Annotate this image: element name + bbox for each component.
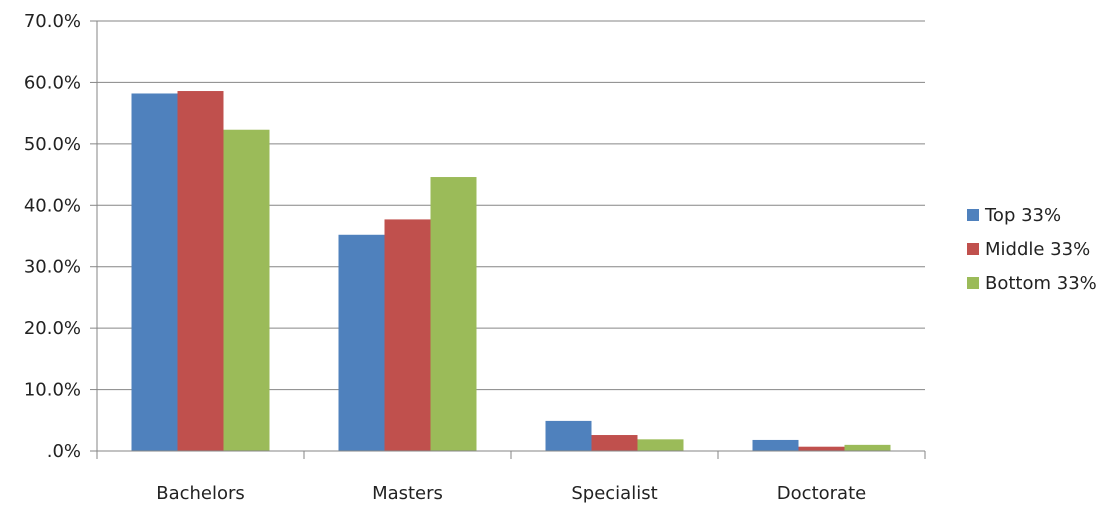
bar-bachelors-1 [131,93,178,451]
x-tick-labels: Bachelors Masters Specialist Doctorate [156,483,866,504]
bar-masters-2 [384,219,431,451]
legend-swatch [967,243,979,255]
legend: Top 33% Middle 33% Bottom 33% [967,205,1097,294]
legend-swatch [967,277,979,289]
legend-label: Middle 33% [985,239,1090,260]
bar-masters-3 [430,177,477,451]
legend-label: Top 33% [984,205,1061,226]
y-tick-label: 30.0% [24,257,81,278]
y-tick-label: 70.0% [24,11,81,32]
y-tick-label: 50.0% [24,134,81,155]
legend-swatch [967,209,979,221]
bar-specialist-3 [637,439,684,451]
bar-doctorate-1 [752,439,799,451]
x-tick-label: Specialist [571,483,657,504]
y-tick-labels: .0% 10.0% 20.0% 30.0% 40.0% 50.0% 60.0% 70.0% [24,11,81,462]
y-tick-label: 20.0% [24,318,81,339]
bar-masters-1 [338,234,385,451]
y-tick-label: 10.0% [24,380,81,401]
x-tick-label: Masters [372,483,443,504]
bar-specialist-1 [545,420,592,451]
x-tick-label: Doctorate [777,483,866,504]
bar-doctorate-2 [798,446,845,451]
bar-bachelors-2 [177,91,224,452]
bar-specialist-2 [591,435,638,451]
y-tick-label: 40.0% [24,195,81,216]
x-tick-label: Bachelors [156,483,245,504]
bar-doctorate-3 [844,444,891,451]
bar-bachelors-3 [223,129,270,451]
bars [131,91,891,452]
axes [90,20,926,459]
y-tick-label: 60.0% [24,72,81,93]
legend-label: Bottom 33% [985,273,1097,294]
y-tick-label: .0% [47,441,81,462]
